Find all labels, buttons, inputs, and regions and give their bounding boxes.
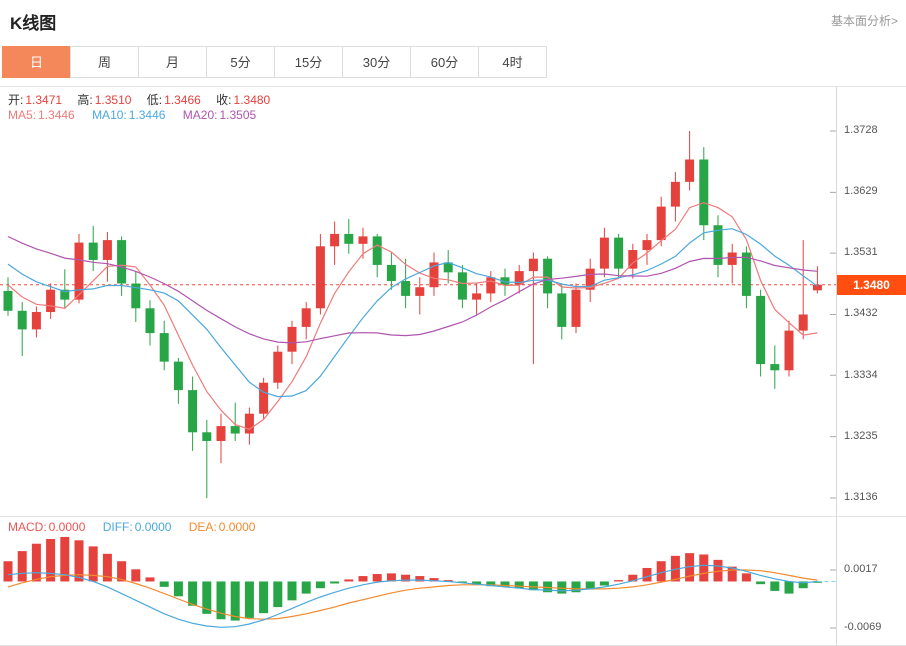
tab-week[interactable]: 周 bbox=[70, 46, 139, 78]
ma5-value: 1.3446 bbox=[38, 108, 75, 122]
macd-y-axis: 0.0017 -0.0069 bbox=[836, 517, 906, 645]
ma20-value: 1.3505 bbox=[219, 108, 257, 122]
ma20-label: MA20: bbox=[182, 108, 218, 122]
page-title: K线图 bbox=[10, 14, 57, 33]
tab-5min[interactable]: 5分 bbox=[206, 46, 275, 78]
y-axis-label: 1.3531 bbox=[844, 246, 878, 258]
macd-value: 0.0000 bbox=[48, 520, 86, 534]
tab-60min[interactable]: 60分 bbox=[410, 46, 479, 78]
main-y-axis: 1.3728 1.3629 1.3531 1.3432 1.3334 1.323… bbox=[836, 87, 906, 516]
y-axis-label: 1.3235 bbox=[844, 430, 878, 442]
dea-label: DEA: bbox=[188, 520, 217, 534]
low-value: 1.3466 bbox=[164, 93, 201, 107]
high-label: 高: bbox=[77, 93, 93, 107]
y-axis-label: 1.3334 bbox=[844, 369, 878, 381]
tab-day[interactable]: 日 bbox=[2, 46, 71, 78]
tab-30min[interactable]: 30分 bbox=[342, 46, 411, 78]
close-value: 1.3480 bbox=[233, 93, 271, 107]
fundamental-analysis-link[interactable]: 基本面分析> bbox=[830, 14, 898, 28]
y-axis-label: 1.3432 bbox=[844, 307, 878, 319]
ma10-label: MA10: bbox=[92, 108, 127, 122]
open-value: 1.3471 bbox=[25, 93, 63, 107]
macd-label: MACD: bbox=[8, 520, 47, 534]
close-label: 收: bbox=[216, 93, 232, 107]
macd-chart[interactable] bbox=[0, 517, 836, 645]
candlestick-chart[interactable] bbox=[0, 87, 836, 516]
ohlc-readout: 开: 1.3471 高: 1.3510 低: 1.3466 收: 1.3480 bbox=[8, 91, 282, 108]
tab-4hour[interactable]: 4时 bbox=[478, 46, 547, 78]
open-label: 开: bbox=[8, 93, 24, 107]
y-axis-label: -0.0069 bbox=[844, 621, 882, 633]
header: K线图 基本面分析> bbox=[0, 0, 906, 42]
diff-label: DIFF: bbox=[102, 520, 133, 534]
main-chart-panel: 开: 1.3471 高: 1.3510 低: 1.3466 收: 1.3480 MA5:… bbox=[0, 86, 906, 517]
y-axis-label: 1.3728 bbox=[844, 124, 878, 136]
y-axis-label: 1.3629 bbox=[844, 185, 878, 197]
low-label: 低: bbox=[146, 93, 163, 107]
y-axis-label: 0.0017 bbox=[844, 563, 878, 575]
dea-value: 0.0000 bbox=[218, 520, 256, 534]
interval-tabs: 日 周 月 5分 15分 30分 60分 4时 bbox=[2, 46, 547, 78]
ma5-label: MA5: bbox=[8, 108, 37, 122]
y-axis-label: 1.3136 bbox=[844, 491, 878, 503]
ma10-value: 1.3446 bbox=[128, 108, 166, 122]
current-price-badge: 1.3480 bbox=[837, 274, 906, 295]
diff-value: 0.0000 bbox=[134, 520, 172, 534]
high-value: 1.3510 bbox=[94, 93, 132, 107]
tab-15min[interactable]: 15分 bbox=[274, 46, 343, 78]
macd-readout: MACD: 0.0000 DIFF: 0.0000 DEA: 0.0000 bbox=[8, 520, 269, 534]
ma-readout: MA5: 1.3446 MA10: 1.3446 MA20: 1.3505 bbox=[8, 108, 270, 122]
tab-month[interactable]: 月 bbox=[138, 46, 207, 78]
macd-panel: MACD: 0.0000 DIFF: 0.0000 DEA: 0.0000 0.001… bbox=[0, 517, 906, 646]
